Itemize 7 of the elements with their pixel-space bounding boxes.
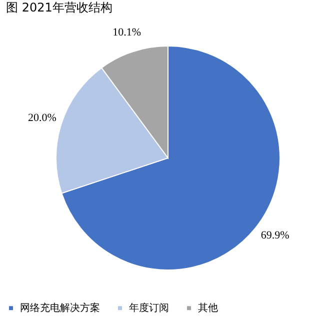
chart-title: 图 2021年营收结构 <box>6 0 112 15</box>
data-label: 20.0% <box>28 112 56 124</box>
legend-label: 年度订阅 <box>129 302 169 314</box>
legend-label: 其他 <box>198 302 218 314</box>
data-label: 69.9% <box>260 229 290 242</box>
data-label: 10.1% <box>112 26 142 39</box>
legend-label: 网络充电解决方案 <box>20 302 100 314</box>
